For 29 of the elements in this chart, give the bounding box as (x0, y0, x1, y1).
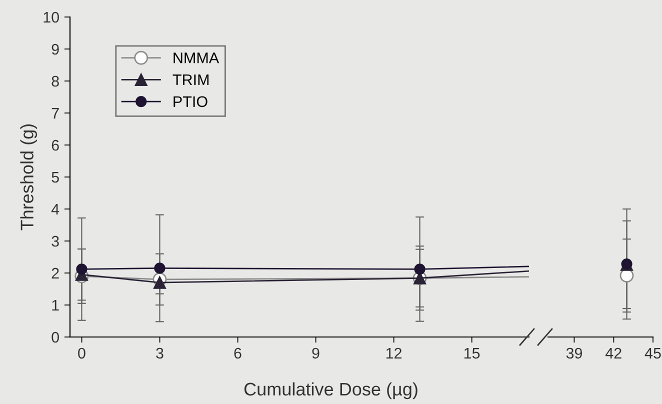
x-tick-label: 42 (605, 348, 622, 358)
x-tick-label: 15 (464, 348, 480, 359)
legend-label: TRIM (172, 74, 209, 86)
y-tick-label: 6 (52, 140, 59, 151)
y-tick-label: 10 (44, 12, 59, 23)
y-tick-label: 0 (52, 332, 59, 343)
y-tick-label: 8 (52, 76, 59, 87)
y-tick-label: 1 (52, 300, 59, 311)
y-tick-label: 3 (52, 236, 59, 247)
point (76, 264, 88, 275)
x-tick-label: 6 (234, 348, 242, 359)
x-tick-label: 3 (156, 348, 164, 359)
x-axis-title: Cumulative Dose (µg) (244, 382, 418, 400)
legend-label: PTIO (174, 96, 208, 108)
y-axis-title: Threshold (g) (20, 124, 38, 230)
point (154, 262, 166, 274)
y-tick-label: 9 (52, 44, 59, 55)
x-tick-label: 0 (78, 348, 86, 359)
y-tick-label: 2 (52, 268, 59, 279)
point (414, 264, 426, 275)
y-tick-label: 4 (51, 204, 60, 215)
x-tick-label: 39 (566, 348, 582, 359)
point (153, 276, 166, 289)
legend-label: NMMA (174, 52, 220, 64)
y-tick-label: 5 (52, 172, 59, 183)
y-tick-label: 7 (52, 108, 59, 119)
x-tick-label: 9 (312, 348, 320, 359)
x-tick-label: 45 (644, 348, 661, 359)
x-tick-label: 12 (386, 348, 402, 358)
